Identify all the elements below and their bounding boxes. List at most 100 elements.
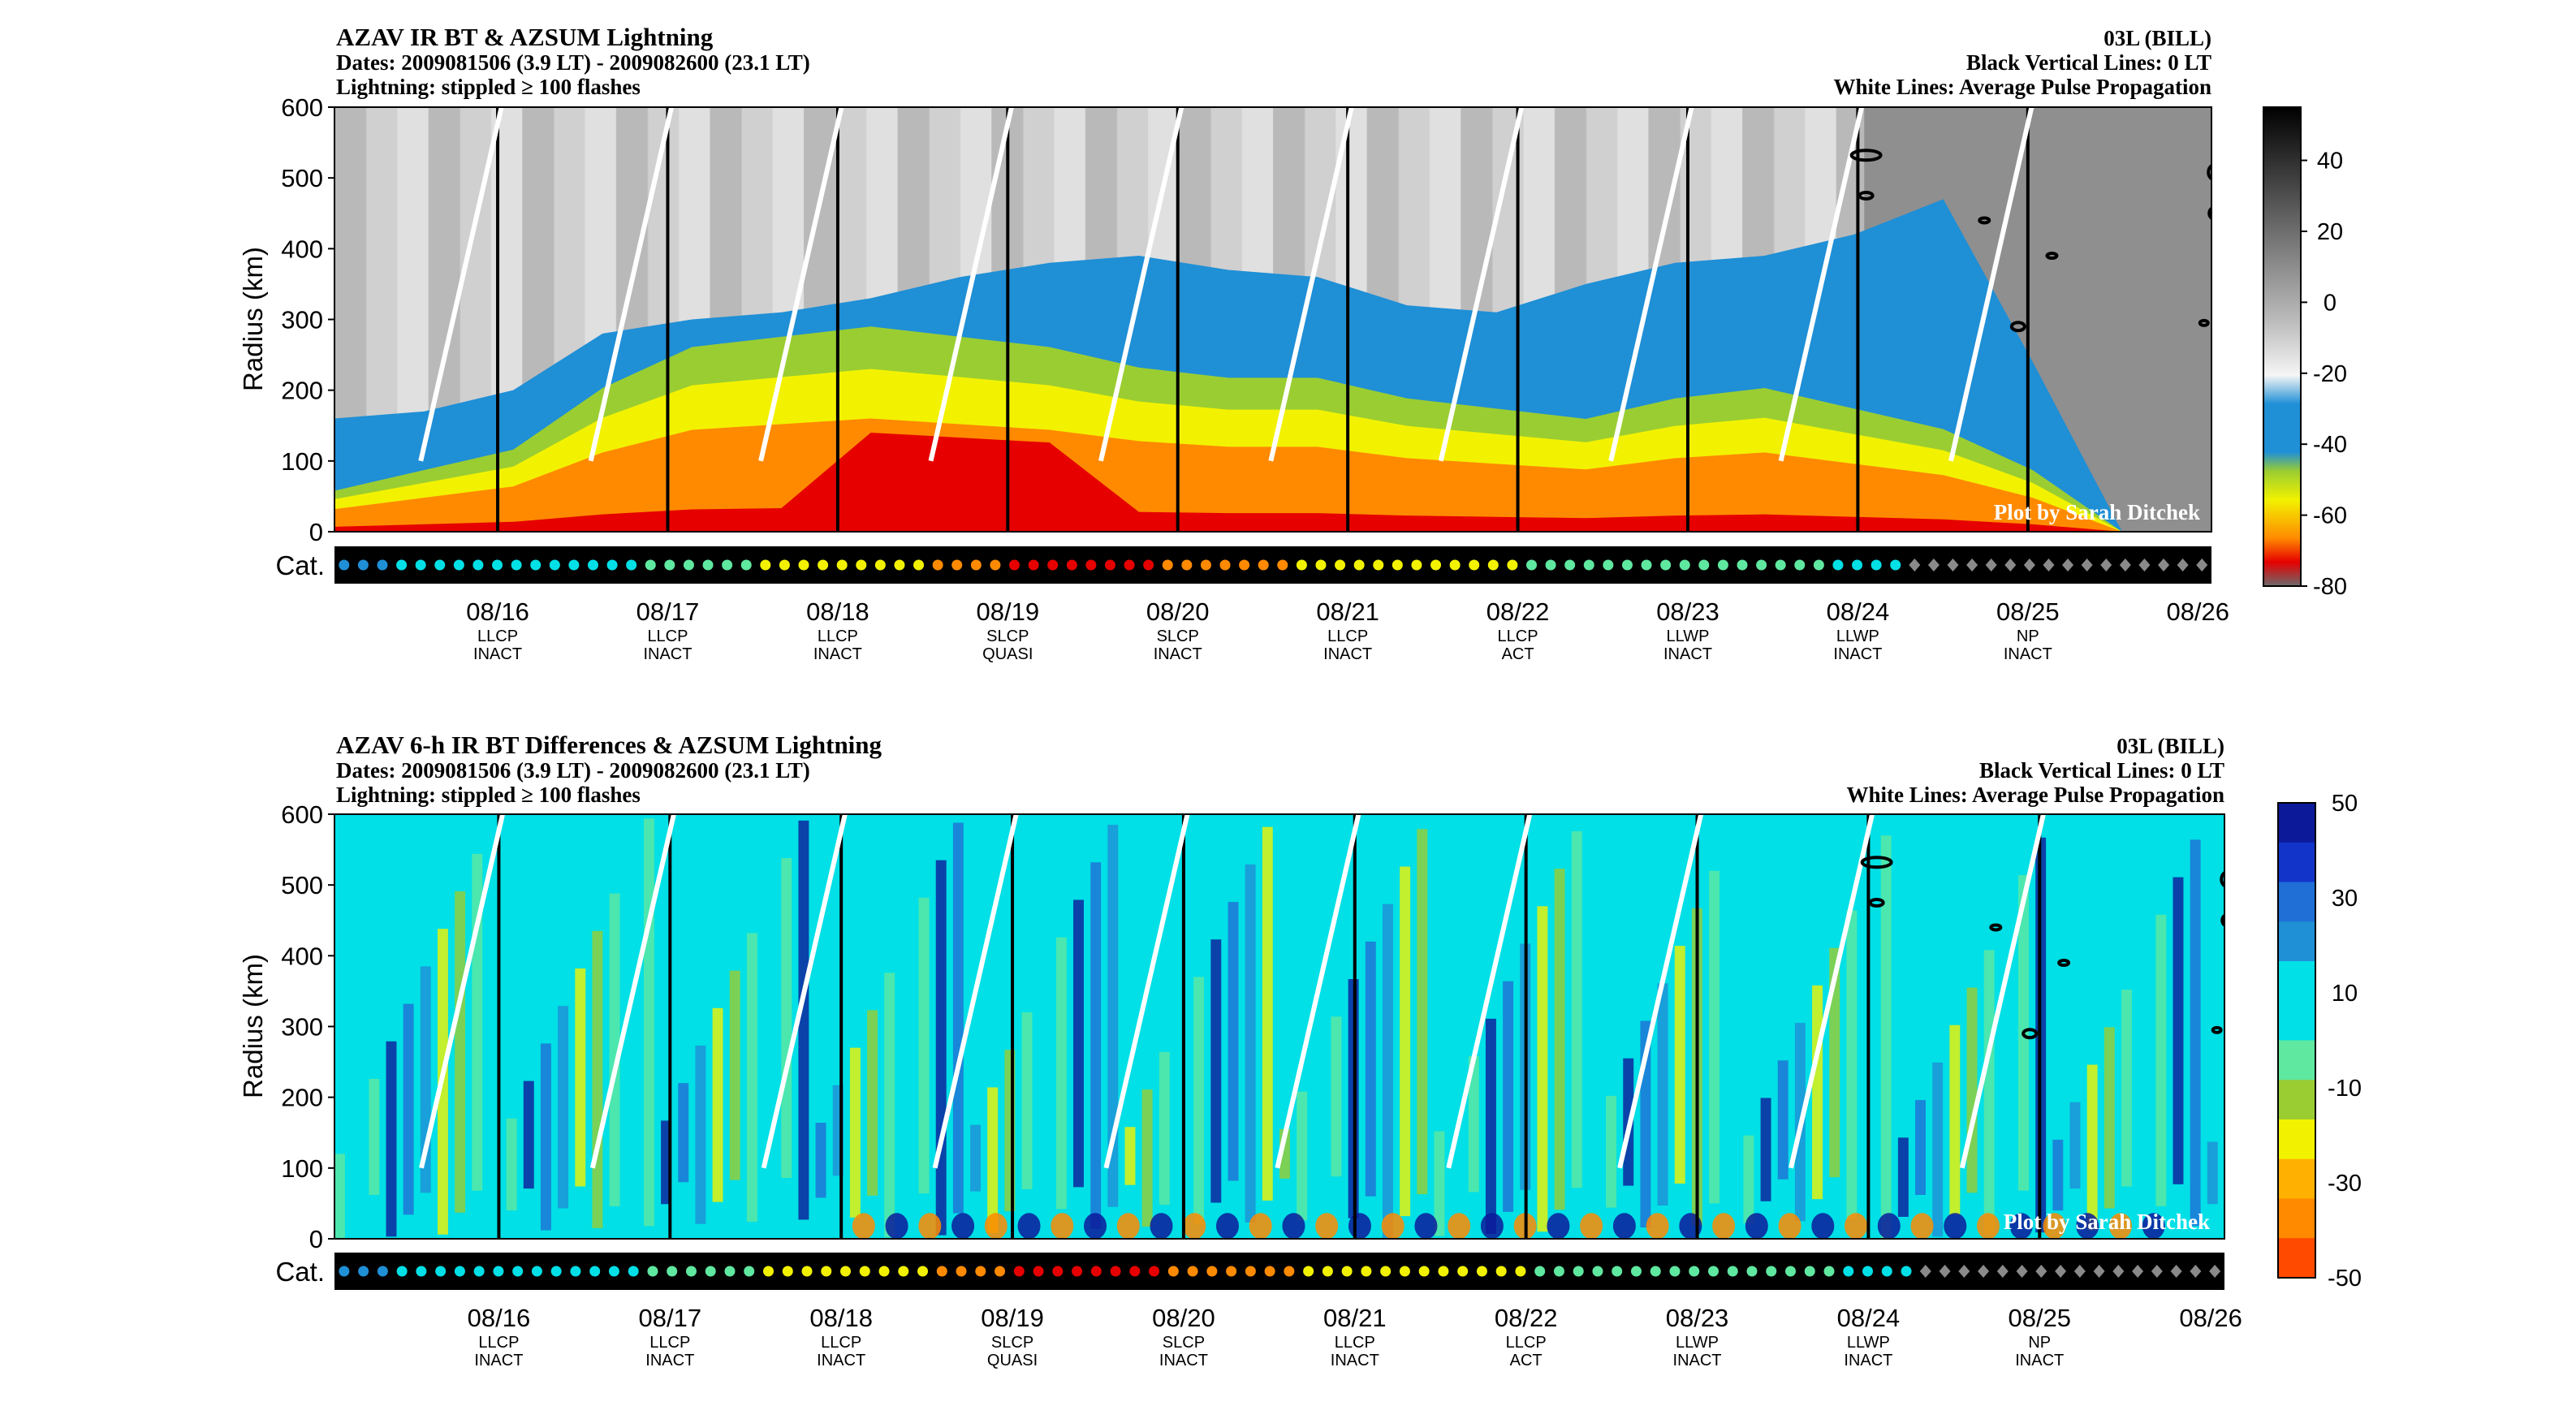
x-regime-label: LLCP (818, 628, 858, 645)
top-lightning-contours (1849, 149, 2211, 333)
bt-diff-streak (1949, 1024, 1961, 1215)
bt-diff-streak (558, 1006, 569, 1209)
category-dot (1162, 559, 1173, 571)
bt-diff-core (1084, 1213, 1107, 1239)
bt-diff-streak (1434, 1131, 1445, 1236)
pulse-line (761, 814, 848, 1169)
bt-diff-streak (1674, 946, 1685, 1184)
bt-diff-streak (712, 1007, 723, 1202)
category-dot (1852, 559, 1863, 571)
colorbar-segment (2278, 803, 2315, 843)
category-dot (587, 559, 598, 571)
category-dot (1862, 1266, 1874, 1277)
category-dot (570, 1266, 581, 1277)
category-dot (606, 559, 618, 571)
category-dot (1296, 559, 1307, 571)
category-dot (917, 1266, 929, 1277)
colorbar-segment (2278, 1158, 2315, 1199)
x-regime-label: LLCP (1498, 628, 1538, 645)
bt-diff-streak (1400, 866, 1411, 1217)
category-dot (1534, 1266, 1546, 1277)
category-dot (1573, 1266, 1584, 1277)
bottom-pulse-lines (419, 814, 2046, 1169)
x-tick-label: 08/17 (636, 597, 700, 626)
bt-diff-streak (643, 818, 654, 1227)
lightning-contour (2057, 959, 2071, 968)
bottom-lightning-note: Lightning: stippled ≥ 100 flashes (336, 783, 641, 807)
bt-diff-streak (781, 858, 792, 1179)
category-diamond (1927, 559, 1940, 571)
category-dot (1804, 1266, 1815, 1277)
category-dot (1766, 1266, 1777, 1277)
category-diamond (2151, 1265, 2163, 1278)
category-dot (1564, 559, 1576, 571)
colorbar-segment (2278, 921, 2315, 962)
category-dot (821, 1266, 832, 1277)
category-dot (1258, 559, 1269, 571)
x-tick-label: 08/24 (1837, 1304, 1901, 1332)
category-dot (685, 1266, 697, 1277)
y-tick-label: 400 (281, 942, 323, 970)
bt-diff-streak (1314, 1054, 1325, 1199)
bottom-vlines-note: Black Vertical Lines: 0 LT (1979, 758, 2224, 783)
category-dot (589, 1266, 601, 1277)
bt-diff-streak (1812, 985, 1823, 1200)
category-dot (1641, 559, 1652, 571)
category-diamond (2055, 1265, 2067, 1278)
bt-diff-streak (1090, 862, 1102, 1229)
colorbar-tick-label: -20 (2313, 361, 2347, 387)
x-activity-label: INACT (817, 1352, 865, 1369)
bt-diff-streak (952, 822, 964, 1214)
bt-diff-streak (1503, 981, 1514, 1212)
category-dot (645, 559, 656, 571)
bt-diff-streak (386, 1041, 397, 1237)
category-dot (1033, 1266, 1044, 1277)
pulse-line (1959, 814, 2046, 1169)
category-dot (1832, 559, 1844, 571)
bottom-title: AZAV 6-h IR BT Differences & AZSUM Light… (336, 731, 882, 759)
x-regime-label: NP (2017, 628, 2039, 645)
category-dot (416, 1266, 427, 1277)
x-tick-label: 08/16 (466, 597, 529, 626)
bt-diff-streak (1880, 835, 1892, 1239)
bt-diff-streak (1571, 830, 1582, 1188)
category-diamond (1996, 1265, 2009, 1278)
category-dot (1843, 1266, 1854, 1277)
category-dot (1411, 559, 1422, 571)
x-tick-label: 08/16 (468, 1304, 531, 1332)
category-dot (1612, 1266, 1623, 1277)
pulse-line (1789, 814, 1875, 1169)
category-dot (1669, 1266, 1681, 1277)
bt-diff-streak (2052, 1139, 2064, 1211)
category-dot (1553, 1266, 1564, 1277)
x-activity-label: INACT (473, 645, 522, 663)
lightning-contour (1860, 856, 1893, 869)
category-diamond (2132, 1265, 2144, 1278)
category-dot (549, 559, 560, 571)
bt-diff-streak (1657, 983, 1668, 1206)
category-dot (1823, 1266, 1835, 1277)
bt-diff-core (1480, 1213, 1504, 1239)
y-tick-label: 200 (281, 1084, 323, 1112)
category-dot (568, 559, 580, 571)
category-dot (1226, 1266, 1237, 1277)
bt-diff-core (1745, 1213, 1768, 1239)
category-dot (1009, 559, 1020, 571)
lightning-contour (1978, 216, 1991, 225)
top-category-dots (339, 559, 2208, 571)
bt-diff-core (1315, 1213, 1339, 1239)
pulse-line (1446, 814, 1533, 1169)
category-dot (970, 559, 982, 571)
top-wlines-note: White Lines: Average Pulse Propagation (1834, 75, 2211, 99)
category-dot (1689, 1266, 1700, 1277)
bottom-panel: AZAV 6-h IR BT Differences & AZSUM Light… (238, 731, 2362, 1369)
category-dot (435, 1266, 447, 1277)
pulse-line (589, 814, 676, 1169)
category-diamond (1919, 1265, 1931, 1278)
pulse-line (1103, 814, 1190, 1169)
category-dot (702, 559, 714, 571)
colorbar-segment (2278, 1080, 2315, 1120)
category-dot (608, 1266, 619, 1277)
bt-diff-core (1414, 1213, 1438, 1239)
bt-diff-core (1215, 1213, 1239, 1239)
